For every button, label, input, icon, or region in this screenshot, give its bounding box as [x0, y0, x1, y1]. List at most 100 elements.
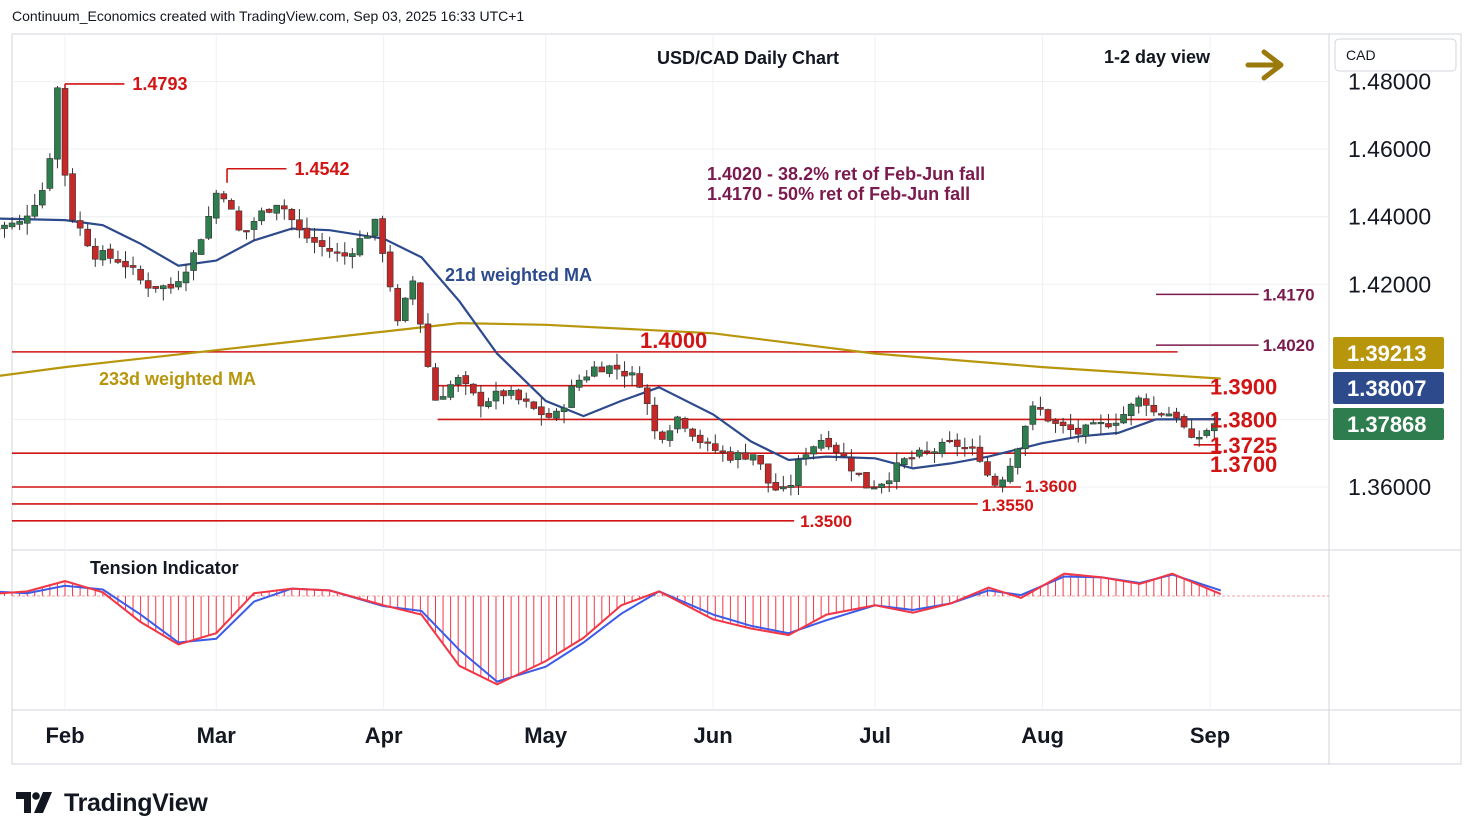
candle-body [832, 444, 840, 453]
candle-body [1044, 409, 1052, 422]
candle-body [1142, 398, 1150, 406]
candle-body [855, 472, 863, 475]
candle-body [984, 461, 991, 476]
candle-body [787, 484, 795, 488]
candle-body [1082, 424, 1090, 437]
x-tick-label: Aug [1021, 723, 1064, 748]
candle-body [31, 204, 39, 217]
candle-body [364, 235, 371, 239]
level-label-1.3725: 1.3725 [1210, 433, 1277, 458]
candle-body [583, 376, 591, 381]
tradingview-logo-icon [16, 792, 52, 813]
candle-body [401, 297, 409, 321]
candle-body [711, 443, 719, 451]
candle-body [666, 430, 674, 441]
candle-body [99, 250, 107, 261]
candle-body [341, 252, 349, 257]
candle-body [1188, 428, 1195, 438]
level-label-1.4020: 1.4020 [1263, 336, 1315, 355]
tradingview-wordmark: TradingView [64, 788, 208, 817]
candle-body [76, 220, 84, 229]
candle-body [91, 245, 99, 260]
candle-body [1037, 407, 1044, 410]
candle-body [1112, 422, 1120, 426]
candle-body [61, 88, 69, 176]
candle-body [288, 209, 296, 221]
right-arrow-icon [1245, 49, 1284, 81]
candle-body [197, 239, 205, 255]
candle-body [235, 210, 243, 231]
candle-body [470, 383, 477, 394]
candle-body [931, 451, 938, 454]
candle-body [575, 379, 583, 388]
candle-body [1173, 411, 1180, 419]
candle-body [220, 193, 228, 200]
candle-body [1059, 421, 1067, 426]
candle-body [530, 401, 538, 409]
level-label-1.3900: 1.3900 [1210, 375, 1277, 400]
candle-body [742, 452, 749, 460]
candle-body [659, 431, 666, 440]
tradingview-logo[interactable]: TradingView [16, 788, 208, 818]
level-label-1.3800: 1.3800 [1210, 407, 1277, 432]
candle-body [349, 253, 356, 257]
candle-body [674, 416, 681, 430]
candle-body [923, 450, 931, 453]
ma233-line [0, 321, 1221, 380]
candle-body [560, 407, 568, 413]
candle-body [1021, 425, 1029, 450]
candle-body [545, 413, 553, 418]
candle-body [462, 375, 470, 385]
candle-body [250, 221, 258, 230]
candle-body [1097, 422, 1105, 425]
candle-body [681, 418, 689, 429]
candle-body [1, 224, 8, 229]
candle-body [477, 391, 485, 407]
candle-body [1029, 405, 1037, 425]
candle-body [16, 221, 23, 225]
candle-body [159, 285, 167, 290]
currency-box [1334, 38, 1457, 72]
chart-outer-border [11, 33, 1462, 765]
candle-body [590, 366, 598, 377]
candle-body [515, 389, 522, 401]
candle-body [1074, 427, 1082, 435]
view-label: 1-2 day view [1104, 47, 1211, 67]
candle-body [265, 208, 273, 213]
candle-body [492, 390, 500, 402]
candle-body [182, 271, 190, 284]
candle-body [129, 265, 137, 268]
x-tick-label: May [524, 723, 568, 748]
candle-body [175, 281, 182, 288]
candle-body [538, 406, 545, 416]
candle-body [522, 398, 530, 402]
tension-slow-line [0, 573, 1222, 683]
candle-body [205, 215, 212, 239]
candle-body [1180, 416, 1188, 428]
candle-body [643, 387, 651, 404]
y-tick-label: 1.42000 [1348, 271, 1431, 297]
candle-body [772, 482, 780, 491]
candle-body [810, 446, 817, 455]
candle-body [628, 372, 636, 376]
candle-body [764, 463, 772, 484]
candle-body [439, 396, 447, 400]
candle-body [795, 459, 802, 486]
annotation-50: 1.4170 - 50% ret of Feb-Jun fall [707, 184, 970, 204]
candle-body [409, 280, 417, 300]
x-tick-label: Sep [1190, 723, 1230, 748]
ma233-label: 233d weighted MA [99, 369, 256, 389]
candle-body [848, 457, 855, 472]
level-label-1.4793: 1.4793 [132, 74, 187, 94]
candle-body [303, 227, 311, 239]
level-label-1.4170: 1.4170 [1263, 285, 1315, 304]
axes: CAD 1.48000 1.46000 1.44000 1.42000 1.36000 1.… [45, 38, 1457, 748]
candle-body [598, 366, 606, 373]
level-label-1.4000: 1.4000 [640, 328, 707, 353]
x-tick-label: Jul [859, 723, 891, 748]
moving-averages [0, 217, 1221, 470]
candle-body [243, 230, 250, 233]
level-label-1.3700: 1.3700 [1210, 452, 1277, 477]
